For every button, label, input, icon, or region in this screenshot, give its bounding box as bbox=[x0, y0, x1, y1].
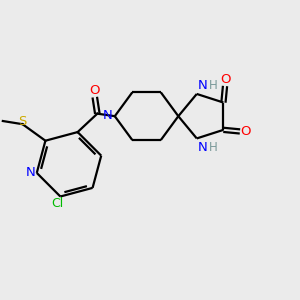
Text: S: S bbox=[18, 116, 27, 128]
Text: N: N bbox=[198, 141, 207, 154]
Text: O: O bbox=[89, 84, 100, 97]
Text: N: N bbox=[103, 109, 113, 122]
Text: H: H bbox=[209, 79, 218, 92]
Text: Cl: Cl bbox=[51, 197, 63, 210]
Text: N: N bbox=[198, 79, 207, 92]
Text: O: O bbox=[240, 125, 251, 138]
Text: O: O bbox=[220, 73, 230, 86]
Text: H: H bbox=[209, 141, 218, 154]
Text: N: N bbox=[26, 167, 35, 179]
